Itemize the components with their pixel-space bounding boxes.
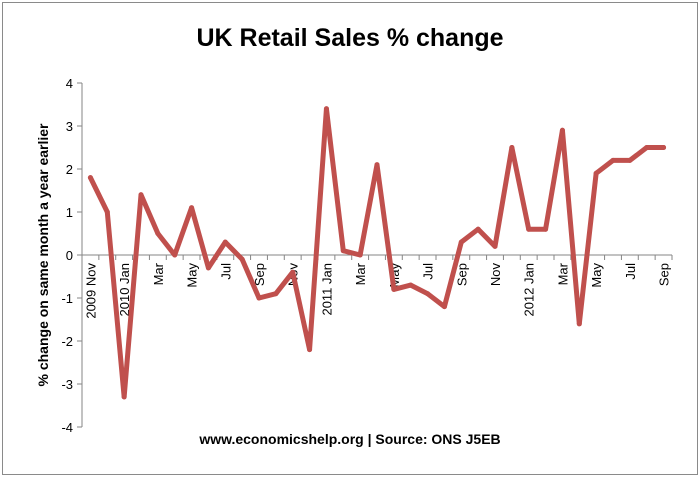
data-point: [576, 321, 582, 327]
x-tick-label: Sep: [252, 263, 267, 286]
data-point: [307, 347, 313, 353]
series-line: [87, 106, 667, 400]
x-tick-label: May: [185, 263, 200, 288]
x-tick-label: Jul: [623, 263, 638, 280]
data-point: [121, 394, 127, 400]
data-point: [374, 162, 380, 168]
data-point: [610, 157, 616, 163]
data-point: [138, 192, 144, 198]
source-note: www.economicshelp.org | Source: ONS J5EB: [199, 431, 501, 447]
x-tick-label: Nov: [488, 263, 503, 287]
data-point: [189, 205, 195, 211]
x-tick-label: Mar: [555, 262, 570, 285]
data-point: [290, 269, 296, 275]
data-point: [509, 145, 515, 150]
data-point: [425, 291, 431, 297]
x-tick-label: Mar: [151, 262, 166, 285]
data-point: [543, 226, 549, 232]
x-tick-label: Mar: [353, 262, 368, 285]
y-tick-label: -2: [61, 334, 73, 349]
y-tick-label: 0: [66, 248, 73, 263]
x-tick-label: Sep: [657, 263, 672, 286]
data-point: [256, 295, 262, 301]
data-point: [593, 170, 599, 176]
chart-title: UK Retail Sales % change: [196, 24, 504, 52]
data-point: [644, 145, 650, 150]
data-point: [172, 252, 178, 258]
x-tick-label: Jul: [218, 263, 233, 280]
x-tick-label: Sep: [454, 263, 469, 286]
data-point: [357, 252, 363, 258]
x-tick-label: May: [589, 263, 604, 288]
data-point: [155, 231, 161, 236]
data-point: [441, 304, 447, 310]
data-point: [526, 226, 532, 232]
y-tick-label: 4: [66, 76, 73, 91]
data-point: [627, 157, 633, 163]
x-tick-label: 2012 Jan: [522, 263, 537, 317]
x-tick-label: 2009 Nov: [83, 263, 98, 319]
data-point: [87, 175, 93, 181]
x-tick-label: 2011 Jan: [319, 263, 334, 316]
data-point: [205, 265, 211, 271]
data-point: [458, 239, 464, 245]
y-tick-label: -3: [61, 377, 73, 392]
data-point: [340, 248, 346, 254]
y-tick-label: -1: [61, 291, 73, 306]
data-point: [492, 243, 498, 249]
y-tick-label: 1: [66, 205, 73, 220]
data-point: [239, 256, 245, 262]
data-point: [222, 239, 228, 245]
data-point: [391, 286, 397, 292]
data-point: [323, 106, 329, 112]
y-tick-label: 2: [66, 162, 73, 177]
data-point: [273, 291, 279, 297]
x-tick-label: 2010 Jan: [117, 263, 132, 317]
data-point: [475, 226, 481, 232]
data-point: [661, 145, 667, 150]
x-tick-label: Jul: [421, 263, 436, 280]
data-point: [559, 127, 565, 133]
y-tick-label: -4: [61, 420, 73, 435]
data-point: [104, 209, 110, 215]
data-point: [408, 282, 414, 288]
y-tick-label: 3: [66, 119, 73, 134]
